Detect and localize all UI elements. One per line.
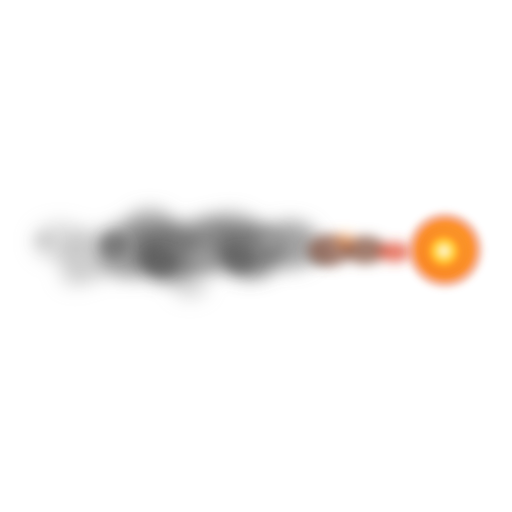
smoke-puff: [204, 212, 256, 244]
ember-glow: [308, 232, 411, 266]
smoke-wisp: [144, 250, 176, 274]
smoke-wisp: [101, 233, 129, 257]
smoke-puff: [59, 263, 91, 287]
smoke-wisp: [226, 248, 254, 272]
smoke-wisp: [258, 230, 282, 250]
fireball-head: [405, 210, 485, 290]
flame-core: [418, 225, 470, 277]
ember-puff: [379, 242, 411, 262]
smoke-puff: [126, 209, 174, 241]
smoke-wisp: [35, 232, 55, 248]
smoke-wisp: [186, 246, 214, 270]
ember-puff: [335, 232, 355, 248]
smoke-puff: [172, 271, 208, 299]
smoke-trail: [32, 209, 320, 299]
